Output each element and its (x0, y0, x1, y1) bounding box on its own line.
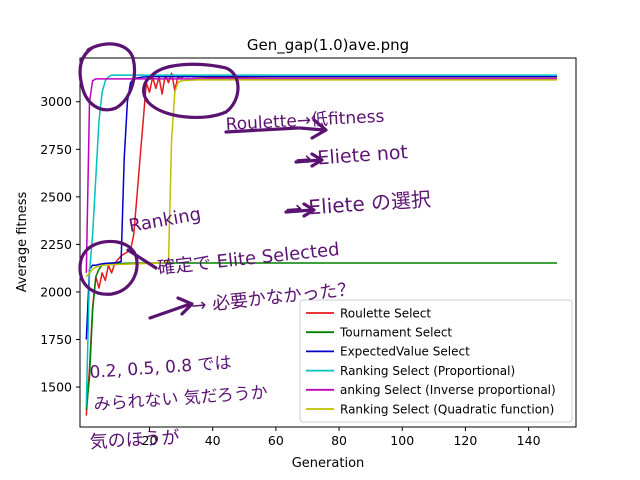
x-tick-label: 40 (205, 433, 221, 448)
ink-underline-roulette (224, 126, 300, 134)
ink-circle-lower-left (78, 239, 139, 296)
x-tick-label: 100 (390, 433, 414, 448)
y-tick-label: 2000 (40, 284, 72, 299)
y-tick-label: 2500 (40, 189, 72, 204)
legend-label-4: anking Select (Inverse proportional) (340, 383, 556, 397)
x-axis: 20 40 60 80 100 120 140 (142, 427, 541, 448)
plot-frame (79, 57, 577, 428)
y-tick-label: 2750 (40, 142, 72, 157)
legend-label-0: Roulette Select (340, 306, 431, 320)
ink-arrow-necessity (148, 296, 194, 320)
x-tick-label: 140 (517, 433, 541, 448)
ink-arrow-confirm (126, 248, 158, 270)
ink-arrow-eliete-choice (284, 202, 316, 218)
note-bottom-2: みられない 気だろうか (93, 383, 268, 415)
ink-arrow-eliete-not (294, 152, 324, 168)
x-tick-label: 60 (268, 433, 284, 448)
legend-label-2: ExpectedValue Select (340, 345, 470, 359)
note-roulette: Roulette→低fitness (225, 107, 385, 135)
ink-circle-top-left (78, 42, 137, 112)
y-tick-label: 2250 (40, 237, 72, 252)
note-eliete-choice: → Eliete の選択 (285, 187, 432, 221)
chart-title: Gen_gap(1.0)ave.png (247, 36, 409, 55)
ink-circle-top-mid (142, 62, 240, 120)
x-tick-label: 20 (142, 433, 158, 448)
legend: Roulette Select Tournament Select Expected… (299, 299, 573, 423)
ink-arrow-roulette (298, 118, 328, 140)
note-bottom-1: 0.2, 0.5, 0.8 では (89, 353, 232, 383)
x-tick-label: 120 (453, 433, 477, 448)
legend-label-5: Ranking Select (Quadratic function) (340, 402, 554, 416)
note-bottom-3: 気のほうが (89, 427, 180, 453)
series-line-3 (85, 74, 557, 407)
legend-label-1: Tournament Select (339, 326, 452, 340)
y-tick-label: 1500 (40, 380, 72, 395)
legend-box (299, 299, 573, 423)
y-tick-label: 3000 (40, 94, 72, 109)
y-axis-label: Average fitness (15, 191, 30, 292)
series-line-1 (85, 262, 557, 410)
note-ranking: Ranking (127, 204, 202, 237)
legend-label-3: Ranking Select (Proportional) (340, 364, 515, 378)
y-axis: 1500 1750 2000 2250 2500 2750 3000 (40, 94, 80, 395)
note-confirm: 確定で Elite Selected (156, 239, 340, 279)
y-tick-label: 1750 (40, 332, 72, 347)
x-tick-label: 80 (331, 433, 347, 448)
note-eliete-not: → Eliete not (295, 141, 409, 171)
x-axis-label: Generation (292, 456, 365, 471)
